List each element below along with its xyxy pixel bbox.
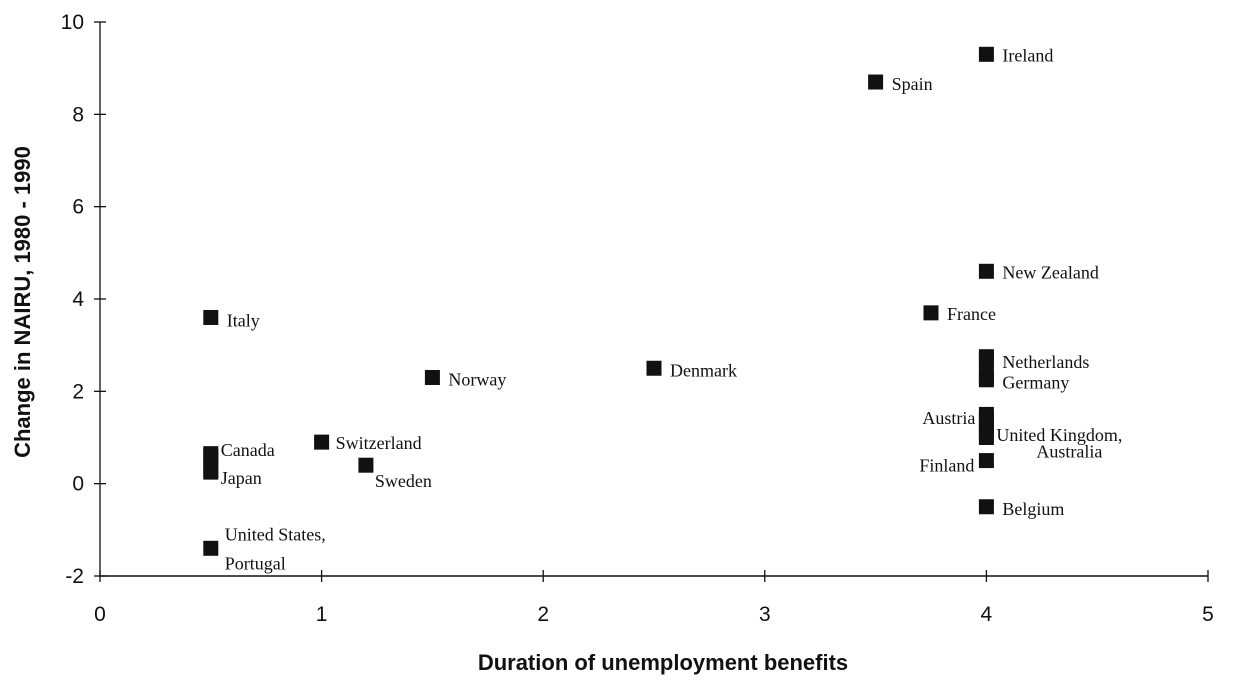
point-label: Canada bbox=[221, 440, 275, 460]
point-label: Belgium bbox=[1002, 499, 1064, 519]
x-tick-label: 0 bbox=[94, 603, 106, 626]
point-marker bbox=[203, 309, 219, 325]
point-marker bbox=[978, 499, 994, 515]
point-label: Austria bbox=[922, 408, 975, 428]
point-labels: Ireland Spain New Zealand France Italy Nether… bbox=[221, 45, 1123, 573]
point-marker bbox=[424, 369, 440, 385]
data-points bbox=[203, 46, 994, 556]
point-marker bbox=[358, 457, 374, 473]
x-tick-label: 5 bbox=[1202, 603, 1214, 626]
x-tick-label: 2 bbox=[537, 603, 549, 626]
point-label: Australia bbox=[1036, 442, 1102, 462]
point-label: France bbox=[947, 304, 996, 324]
point-marker bbox=[923, 305, 939, 321]
point-label: Spain bbox=[892, 74, 933, 94]
x-tick-label: 1 bbox=[316, 603, 328, 626]
x-tick-label: 4 bbox=[981, 603, 993, 626]
point-label: Germany bbox=[1002, 372, 1069, 392]
point-marker bbox=[978, 46, 994, 62]
y-axis-title: Change in NAIRU, 1980 - 1990 bbox=[10, 146, 35, 458]
point-marker bbox=[868, 74, 884, 90]
point-marker-cluster bbox=[203, 446, 219, 480]
y-tick-label: 4 bbox=[72, 288, 84, 311]
point-label: Ireland bbox=[1002, 45, 1053, 65]
point-label: Denmark bbox=[670, 360, 737, 380]
y-tick-label: 2 bbox=[72, 380, 84, 403]
point-marker-cluster bbox=[978, 406, 994, 445]
point-label: New Zealand bbox=[1002, 262, 1098, 282]
y-tick-label: 6 bbox=[72, 196, 84, 219]
point-label: Portugal bbox=[225, 553, 286, 573]
point-label: Finland bbox=[919, 456, 974, 476]
x-axis-title: Duration of unemployment benefits bbox=[478, 650, 848, 675]
y-tick-label: -2 bbox=[65, 565, 84, 588]
y-tick-label: 8 bbox=[72, 103, 84, 126]
point-label: Italy bbox=[227, 310, 260, 330]
point-label: United States, bbox=[225, 524, 326, 544]
y-tick-label: 0 bbox=[72, 473, 84, 496]
x-tick-label: 3 bbox=[759, 603, 771, 626]
axes: 0 1 2 3 4 5 -2 0 2 4 6 8 10 bbox=[61, 11, 1214, 626]
y-tick-label: 10 bbox=[61, 11, 84, 34]
point-label: Netherlands bbox=[1002, 352, 1089, 372]
point-label: United Kingdom, bbox=[996, 425, 1122, 445]
point-label: Sweden bbox=[375, 471, 432, 491]
point-label: Switzerland bbox=[336, 433, 422, 453]
point-label: Norway bbox=[448, 369, 506, 389]
point-marker bbox=[978, 263, 994, 279]
point-marker bbox=[314, 434, 330, 450]
point-marker-cluster bbox=[978, 349, 994, 388]
point-marker bbox=[203, 540, 219, 556]
point-marker bbox=[646, 360, 662, 376]
point-label: Japan bbox=[221, 468, 262, 488]
point-marker bbox=[978, 453, 994, 469]
